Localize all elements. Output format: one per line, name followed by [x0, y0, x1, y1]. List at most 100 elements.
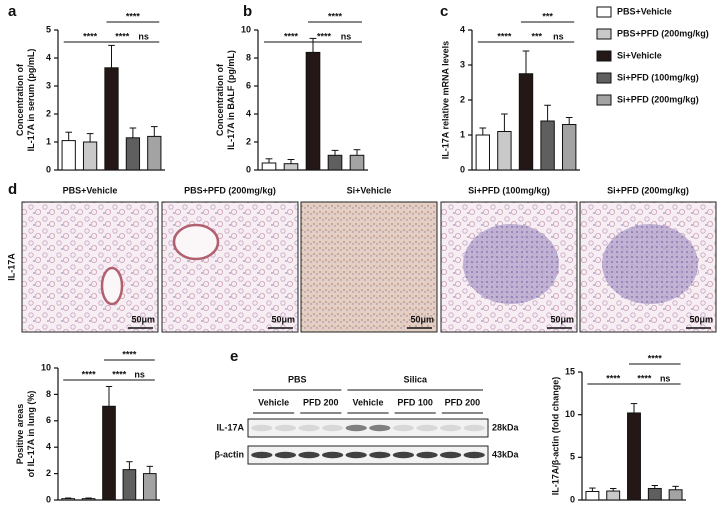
significance-label: ****	[497, 31, 512, 41]
treatment-label: Vehicle	[258, 397, 289, 407]
blot-band	[251, 424, 273, 432]
column-label: Si+Vehicle	[347, 185, 392, 195]
y-tick-label: 10	[565, 409, 575, 419]
blot-band	[274, 424, 297, 432]
bar	[283, 163, 299, 171]
panel-label: d	[8, 181, 17, 198]
vessel	[172, 223, 220, 261]
y-axis-label: of IL-17A in lung (%)	[26, 391, 36, 478]
significance-label: ns	[341, 31, 352, 41]
scale-bar-label: 50μm	[131, 314, 155, 324]
y-tick-label: 8	[246, 52, 251, 62]
blot-strip	[247, 418, 489, 438]
blot-band	[463, 424, 485, 432]
y-tick-label: 1	[460, 129, 465, 139]
y-axis-label: Positive areas	[15, 404, 25, 465]
scale-bar-label: 50μm	[410, 314, 434, 324]
blot-band	[439, 424, 462, 432]
blot-size-label: 43kDa	[492, 449, 520, 459]
significance-label: ****	[637, 373, 652, 383]
legend-label: Si+PFD (100mg/kg)	[617, 72, 699, 82]
treatment-label: PFD 100	[397, 397, 433, 407]
legend-swatch	[596, 28, 612, 40]
legend-label: Si+PFD (200mg/kg)	[617, 94, 699, 104]
y-tick-label: 4	[46, 442, 51, 452]
row-label: IL-17A	[6, 253, 16, 281]
significance-label: ****	[284, 31, 299, 41]
bar	[82, 141, 98, 171]
bar	[104, 67, 119, 171]
legend-label: PBS+Vehicle	[617, 6, 672, 16]
blot-strip	[247, 445, 489, 465]
y-tick-label: 3	[46, 80, 51, 90]
blot-band	[416, 451, 438, 459]
treatment-label: Vehicle	[352, 397, 383, 407]
significance-label: ***	[542, 11, 553, 21]
panel-label: c	[440, 3, 448, 20]
y-axis-label: IL-17A in BALF (pg/mL)	[226, 50, 236, 150]
y-tick-label: 15	[565, 366, 575, 376]
blot-row-label: β-actin	[215, 449, 245, 459]
y-axis-label: IL-17A in serum (pg/mL)	[26, 49, 36, 152]
blot-band	[298, 451, 320, 459]
y-tick-label: 6	[46, 415, 51, 425]
bar	[349, 154, 365, 171]
bar	[585, 490, 600, 501]
vessel	[100, 266, 124, 306]
lesion	[602, 224, 698, 304]
significance-label: ****	[82, 369, 97, 379]
lesion	[463, 224, 559, 304]
scale-bar-label: 50μm	[550, 314, 574, 324]
bar	[606, 490, 621, 501]
bar	[61, 498, 76, 501]
panel-label: e	[230, 348, 238, 365]
bar	[518, 73, 534, 171]
y-tick-label: 10	[41, 362, 51, 372]
bar	[497, 131, 512, 171]
y-tick-label: 4	[46, 52, 51, 62]
significance-label: ****	[648, 353, 663, 363]
column-label: PBS+PFD (200mg/kg)	[184, 185, 276, 195]
significance-label: ****	[83, 31, 98, 41]
blot-band	[369, 424, 391, 432]
scale-bar-label: 50μm	[271, 314, 295, 324]
y-tick-label: 10	[241, 24, 251, 34]
histology-image	[21, 201, 159, 333]
significance-label: ****	[317, 31, 332, 41]
bar	[142, 473, 157, 501]
y-axis-label: Concentration of	[15, 63, 25, 136]
significance-label: ****	[606, 373, 621, 383]
bar	[147, 135, 162, 171]
y-tick-label: 4	[460, 24, 465, 34]
significance-label: ****	[122, 349, 137, 359]
bar	[125, 137, 141, 171]
significance-label: ****	[115, 31, 130, 41]
y-tick-label: 8	[46, 389, 51, 399]
blot-band	[274, 451, 297, 459]
group-label: PBS	[288, 374, 307, 384]
blot-size-label: 28kDa	[492, 422, 520, 432]
y-tick-label: 0	[460, 164, 465, 174]
blot-band	[369, 451, 391, 459]
bar	[81, 498, 96, 501]
y-tick-label: 5	[46, 24, 51, 34]
y-tick-label: 2	[46, 108, 51, 118]
y-tick-label: 2	[246, 136, 251, 146]
y-axis-label: IL-17A/β-actin (fold change)	[550, 377, 560, 496]
panel-label: b	[243, 3, 252, 20]
blot-band	[439, 451, 462, 459]
column-label: Si+PFD (200mg/kg)	[607, 185, 689, 195]
bar	[61, 140, 76, 171]
y-tick-label: 2	[460, 94, 465, 104]
significance-label: ***	[532, 31, 543, 41]
blot-band	[392, 424, 415, 432]
bar	[102, 405, 116, 501]
significance-label: ****	[328, 11, 343, 21]
bar	[327, 154, 343, 171]
treatment-label: PFD 200	[445, 397, 481, 407]
bar	[540, 120, 555, 171]
legend-swatch	[596, 50, 612, 62]
y-tick-label: 3	[460, 59, 465, 69]
y-tick-label: 0	[46, 494, 51, 504]
